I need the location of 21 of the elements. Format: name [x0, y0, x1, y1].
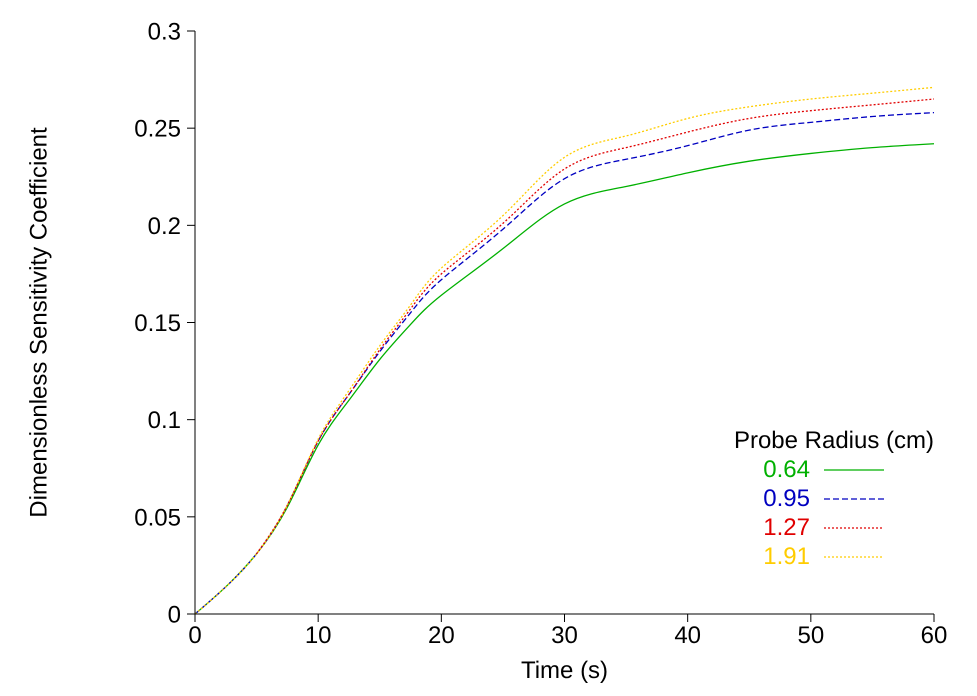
y-tick-label: 0.25 [134, 116, 181, 143]
legend-label: 0.95 [763, 484, 810, 513]
y-tick-label: 0.3 [148, 18, 181, 46]
y-axis-title: Dimensionless Sensitivity Coefficient [26, 126, 53, 518]
y-tick-label: 0.1 [148, 407, 181, 434]
legend-label: 1.91 [763, 542, 810, 571]
y-tick-label: 0.15 [134, 310, 181, 338]
legend-label: 0.64 [763, 455, 810, 484]
x-axis-title: Time (s) [520, 657, 608, 684]
x-tick-label: 20 [428, 622, 455, 650]
legend-label: 1.27 [763, 513, 810, 542]
x-tick-label: 0 [188, 622, 202, 650]
y-tick-label: 0 [168, 602, 181, 629]
legend-title: Probe Radius (cm) [734, 426, 934, 455]
y-tick-label: 0.2 [148, 212, 181, 240]
x-tick-label: 50 [797, 622, 824, 650]
x-tick-label: 10 [304, 622, 332, 650]
y-tick-label: 0.05 [134, 504, 181, 532]
x-tick-label: 40 [674, 622, 702, 650]
x-tick-label: 60 [920, 622, 948, 650]
x-tick-label: 30 [551, 622, 578, 650]
